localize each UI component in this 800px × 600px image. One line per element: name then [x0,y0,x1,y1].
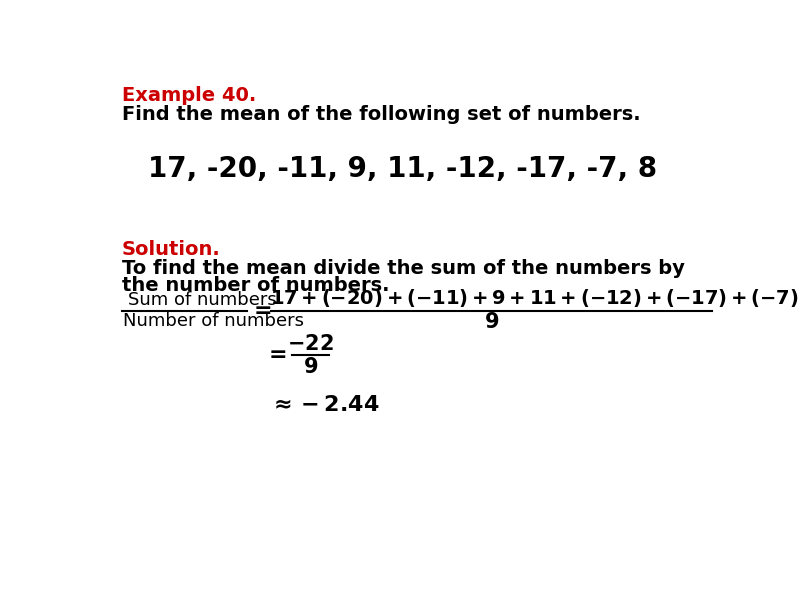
Text: =: = [269,346,287,365]
Text: the number of numbers.: the number of numbers. [122,276,389,295]
Text: $\mathbf{9}$: $\mathbf{9}$ [484,312,499,332]
Text: To find the mean divide the sum of the numbers by: To find the mean divide the sum of the n… [122,259,685,278]
Text: Sum of numbers: Sum of numbers [128,291,277,309]
Text: $\mathbf{\approx -2.44}$: $\mathbf{\approx -2.44}$ [269,395,379,415]
Text: $\mathbf{17 + (-20) + (-11) + 9 + 11 + (-12) + (-17) + (-7) + 8}$: $\mathbf{17 + (-20) + (-11) + 9 + 11 + (… [270,287,800,309]
Text: $\mathbf{-22}$: $\mathbf{-22}$ [287,334,334,354]
Text: 17, -20, -11, 9, 11, -12, -17, -7, 8: 17, -20, -11, 9, 11, -12, -17, -7, 8 [148,155,657,183]
Text: Find the mean of the following set of numbers.: Find the mean of the following set of nu… [122,105,640,124]
Text: Example 40.: Example 40. [122,86,256,105]
Text: Number of numbers: Number of numbers [123,312,304,330]
Text: =: = [254,301,272,320]
Text: Solution.: Solution. [122,240,221,259]
Text: $\mathbf{9}$: $\mathbf{9}$ [303,357,318,377]
